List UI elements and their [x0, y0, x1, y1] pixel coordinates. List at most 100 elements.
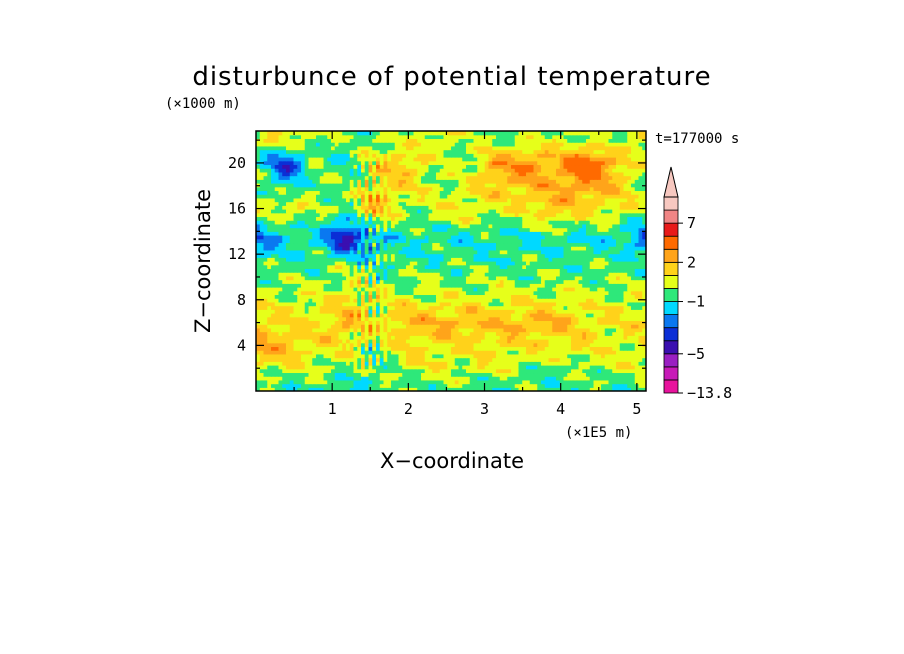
heatmap-cell [634, 372, 640, 377]
heatmap-cell [634, 313, 640, 318]
heatmap-cell [451, 246, 456, 251]
heatmap-cell [379, 287, 385, 292]
heatmap-cell [593, 379, 598, 385]
heatmap-cell [349, 324, 355, 329]
heatmap-cell [443, 264, 448, 270]
heatmap-cell [316, 350, 321, 355]
heatmap-cell [364, 372, 370, 377]
heatmap-cell [274, 272, 280, 277]
heatmap-cell [488, 387, 493, 391]
heatmap-cell [331, 235, 336, 240]
heatmap-cell [256, 261, 261, 266]
heatmap-cell [571, 212, 576, 218]
heatmap-cell [582, 249, 587, 255]
heatmap-cell [398, 301, 403, 307]
heatmap-cell [477, 246, 482, 251]
heatmap-cell [571, 238, 576, 244]
heatmap-cell [484, 287, 490, 292]
heatmap-cell [417, 335, 422, 340]
heatmap-cell [608, 294, 613, 299]
heatmap-cell [601, 327, 606, 333]
heatmap-cell [574, 235, 580, 240]
heatmap-cell [593, 279, 598, 284]
heatmap-cell [447, 235, 452, 240]
heatmap-cell [604, 223, 610, 229]
heatmap-cell [597, 220, 602, 225]
heatmap-cell [323, 287, 328, 292]
heatmap-cell [361, 294, 366, 299]
heatmap-cell [462, 246, 467, 251]
heatmap-cell [642, 238, 646, 244]
heatmap-cell [586, 275, 591, 281]
heatmap-cell [361, 357, 366, 362]
heatmap-cell [484, 290, 490, 296]
heatmap-cell [526, 249, 531, 255]
heatmap-cell [391, 350, 396, 355]
heatmap-cell [447, 223, 452, 229]
heatmap-cell [533, 368, 538, 374]
heatmap-cell [462, 320, 467, 325]
heatmap-cell [466, 365, 471, 370]
heatmap-cell [436, 264, 441, 270]
heatmap-cell [541, 253, 546, 258]
heatmap-cell [361, 253, 366, 258]
heatmap-cell [447, 261, 452, 266]
heatmap-cell [342, 301, 347, 307]
heatmap-cell [608, 316, 613, 322]
heatmap-cell [263, 309, 268, 314]
heatmap-cell [574, 361, 580, 366]
heatmap-cell [578, 231, 583, 236]
heatmap-cell [331, 313, 336, 318]
heatmap-cell [301, 383, 306, 388]
heatmap-cell [406, 313, 411, 318]
heatmap-cell [278, 246, 283, 251]
heatmap-cell [548, 253, 553, 258]
heatmap-cell [484, 327, 490, 333]
heatmap-cell [372, 223, 377, 229]
heatmap-cell [616, 294, 621, 299]
heatmap-cell [597, 235, 602, 240]
heatmap-cell [634, 327, 640, 333]
heatmap-cell [357, 227, 362, 232]
heatmap-cell [582, 320, 587, 325]
heatmap-cell [559, 264, 565, 270]
heatmap-cell [286, 346, 291, 351]
heatmap-cell [406, 331, 411, 336]
heatmap-cell [293, 275, 298, 281]
heatmap-cell [563, 301, 568, 307]
heatmap-cell [597, 346, 602, 351]
heatmap-cell [439, 342, 445, 348]
heatmap-cell [496, 257, 501, 262]
heatmap-cell [327, 235, 332, 240]
heatmap-cell [537, 339, 542, 344]
heatmap-cell [331, 342, 336, 348]
heatmap-cell [608, 342, 613, 348]
heatmap-cell [327, 272, 332, 277]
heatmap-cell [601, 324, 606, 329]
heatmap-cell [541, 346, 546, 351]
heatmap-cell [477, 309, 482, 314]
heatmap-cell [421, 216, 426, 221]
heatmap-cell [447, 290, 452, 296]
heatmap-cell [413, 350, 418, 355]
heatmap-cell [541, 361, 546, 366]
heatmap-cell [552, 249, 557, 255]
heatmap-cell [394, 298, 400, 303]
heatmap-cell [552, 261, 557, 266]
heatmap-cell [424, 320, 430, 325]
heatmap-cell [638, 387, 643, 391]
heatmap-cell [642, 316, 646, 322]
heatmap-cell [323, 235, 328, 240]
heatmap-cell [353, 320, 358, 325]
heatmap-cell [567, 246, 572, 251]
heatmap-cell [484, 220, 490, 225]
heatmap-cell [312, 275, 317, 281]
heatmap-cell [544, 316, 550, 322]
heatmap-cell [398, 268, 403, 273]
heatmap-cell [458, 290, 463, 296]
heatmap-cell [323, 350, 328, 355]
heatmap-cell [548, 368, 553, 374]
heatmap-cell [511, 220, 516, 225]
heatmap-cell [511, 365, 516, 370]
heatmap-cell [469, 339, 475, 344]
